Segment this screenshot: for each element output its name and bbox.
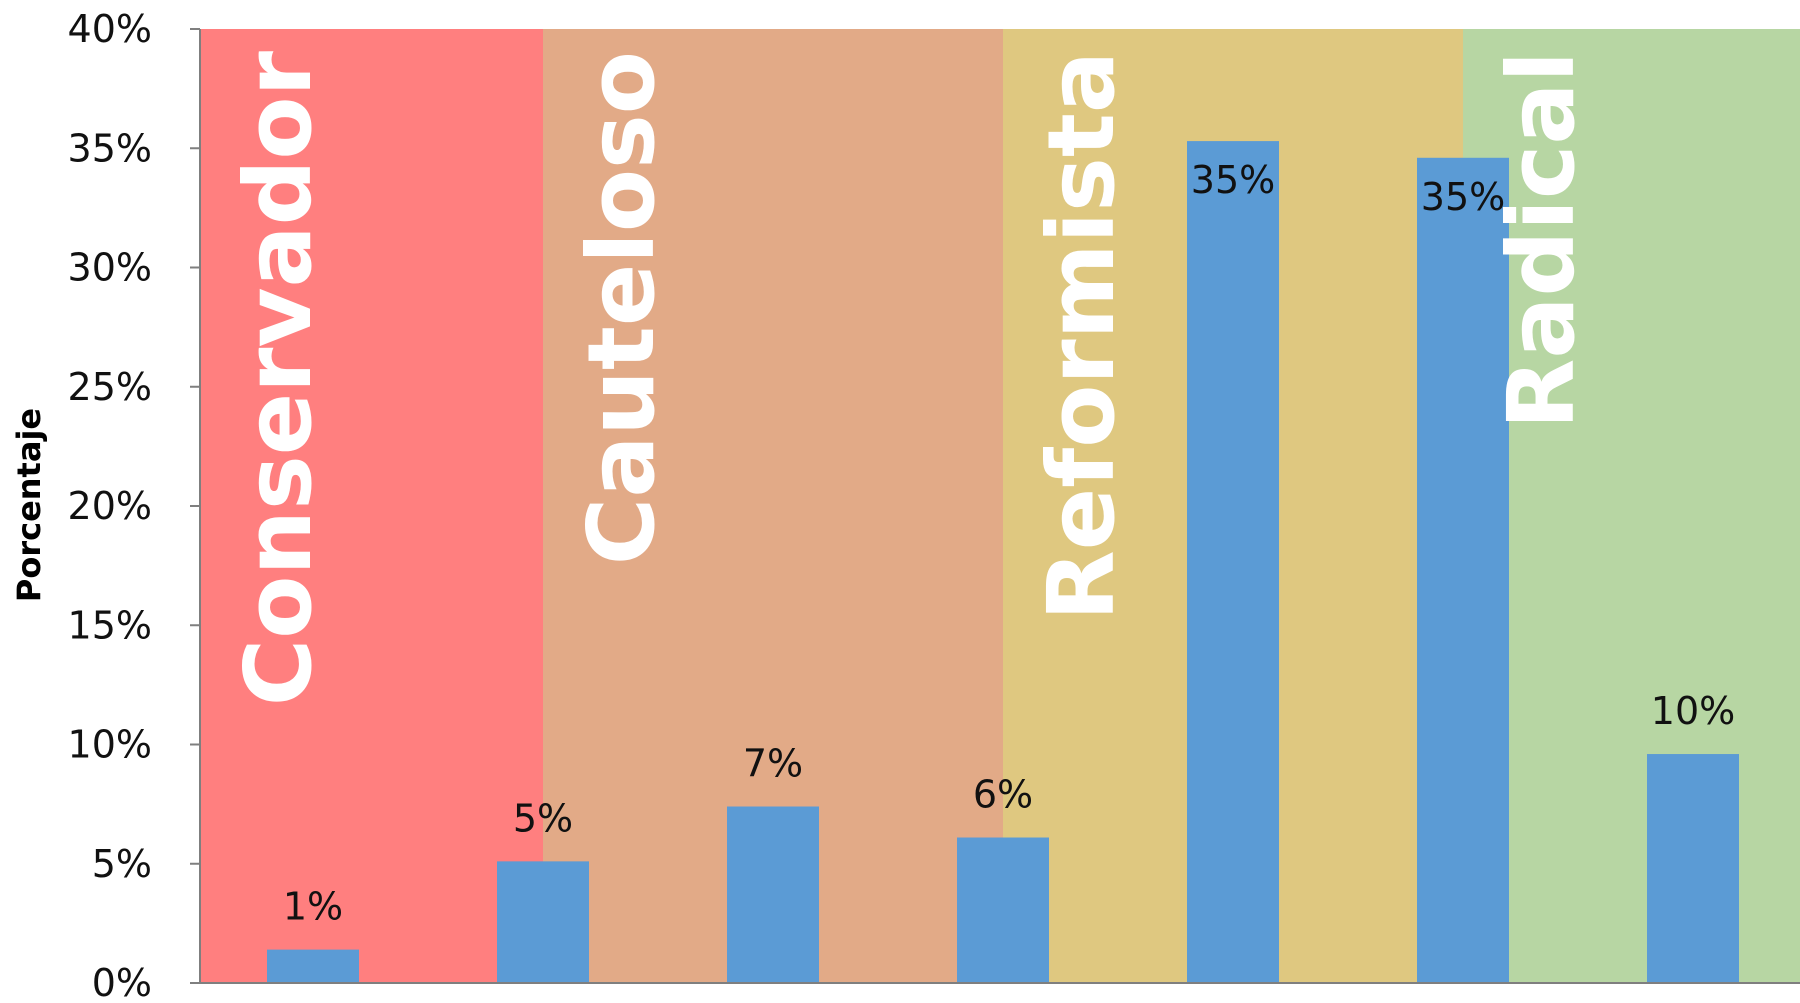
- zone-label-0: Conservador: [225, 50, 332, 706]
- y-tick-label-6: 30%: [68, 246, 152, 290]
- data-labels-layer: 1% 5% 7% 6% 35% 35% 10%: [283, 158, 1735, 929]
- bar-1: [497, 861, 589, 983]
- zone-labels-layer: Conservador Cauteloso Reformista Radical: [225, 50, 1595, 706]
- y-tick-label-2: 10%: [68, 723, 152, 767]
- bar-4: [1187, 141, 1279, 984]
- data-label-6: 10%: [1651, 689, 1735, 733]
- data-label-5: 35%: [1421, 175, 1505, 219]
- zone-band-0: [200, 29, 543, 983]
- zone-label-3: Radical: [1488, 51, 1595, 429]
- data-label-2: 7%: [743, 742, 803, 786]
- bar-3: [957, 837, 1049, 983]
- zone-label-1: Cauteloso: [568, 51, 675, 565]
- y-tick-label-8: 40%: [68, 7, 152, 51]
- y-tick-label-1: 5%: [92, 842, 152, 886]
- y-tick-label-5: 25%: [68, 365, 152, 409]
- y-tick-label-4: 20%: [68, 484, 152, 528]
- data-label-1: 5%: [513, 796, 573, 840]
- bars-layer: [267, 141, 1739, 984]
- y-axis-label: Porcentaje: [10, 408, 48, 602]
- data-label-3: 6%: [973, 773, 1033, 817]
- y-tick-label-0: 0%: [92, 961, 152, 1003]
- bar-0: [267, 949, 359, 983]
- y-tick-label-3: 15%: [68, 603, 152, 647]
- data-label-0: 1%: [283, 885, 343, 929]
- bar-6: [1647, 754, 1739, 983]
- y-tick-label-7: 35%: [68, 126, 152, 170]
- zone-band-3: [1463, 29, 1800, 983]
- bar-5: [1417, 157, 1509, 984]
- zone-label-2: Reformista: [1028, 51, 1135, 621]
- data-label-4: 35%: [1191, 158, 1275, 202]
- y-axis: 0% 5% 10% 15% 20% 25% 30% 35% 40%: [68, 7, 1800, 1003]
- bar-2: [727, 806, 819, 983]
